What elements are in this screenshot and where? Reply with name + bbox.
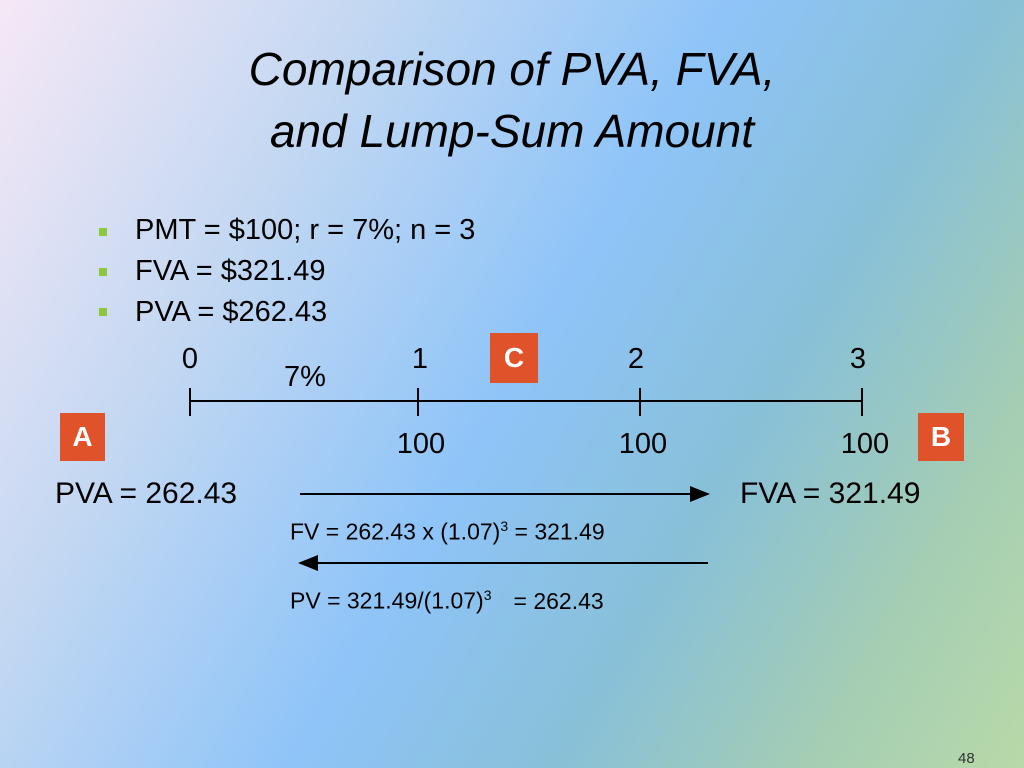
bullet: PMT = $100; r = 7%; n = 3: [135, 214, 476, 246]
title: Comparison of PVA, FVA,: [248, 43, 776, 95]
page-number: 48: [958, 750, 975, 767]
rate: 7%: [284, 361, 326, 393]
period: 0: [181, 343, 199, 375]
period: 2: [627, 343, 645, 375]
bullet: FVA = $321.49: [135, 255, 326, 287]
bullet-icon: [99, 268, 107, 276]
bullet-icon: [99, 308, 107, 316]
formula-text: = 262.43: [513, 587, 604, 614]
payment: 100: [840, 428, 890, 460]
pva: PVA = 262.43: [55, 477, 238, 510]
exponent: 3: [500, 518, 509, 534]
period: 3: [849, 343, 867, 375]
formula: FV = 262.43 x (1.07)3 = 321.49: [290, 518, 605, 546]
payment: 100: [396, 428, 446, 460]
marker: B: [918, 413, 964, 461]
marker: A: [60, 413, 105, 461]
marker: C: [490, 333, 538, 383]
formula: PV = 321.49/(1.07)3 = 262.43: [290, 587, 604, 615]
bullet: PVA = $262.43: [135, 296, 328, 328]
formula-text: PV = 321.49/(1.07): [290, 587, 484, 614]
exponent: 3: [483, 587, 492, 603]
period: 1: [411, 343, 429, 375]
title: and Lump-Sum Amount: [269, 105, 755, 157]
payment: 100: [618, 428, 668, 460]
formula-text: = 321.49: [514, 518, 605, 545]
fva: FVA = 321.49: [740, 477, 921, 510]
bullet-icon: [99, 228, 107, 236]
formula-text: FV = 262.43 x (1.07): [290, 518, 501, 545]
